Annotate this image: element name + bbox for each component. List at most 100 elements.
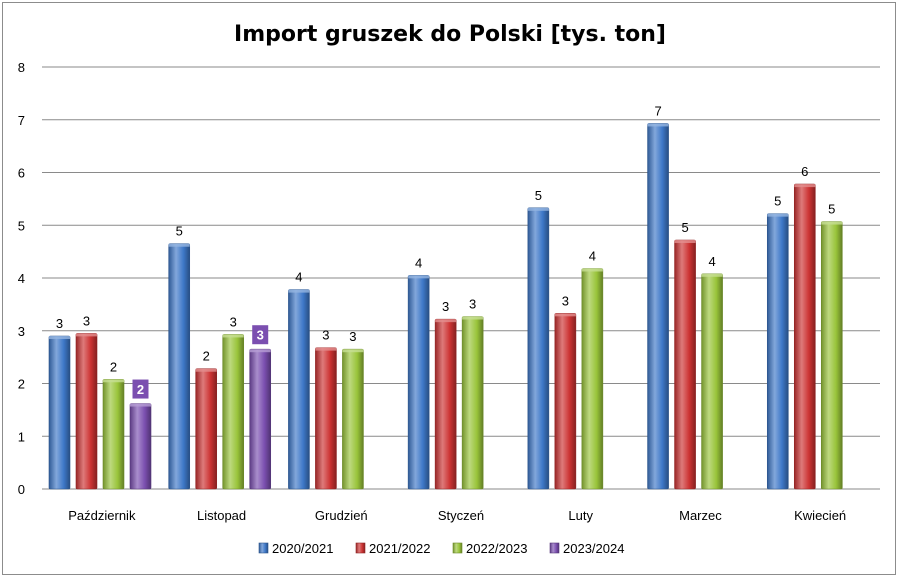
x-category-label: Luty [568,508,593,523]
bar-cap [168,243,190,247]
legend-swatch [258,542,269,554]
data-label: 6 [801,164,808,179]
bar [195,368,218,490]
bar [820,221,843,490]
bar [793,183,816,490]
bar [315,347,337,490]
bars [48,123,843,490]
legend-label: 2021/2022 [369,541,430,556]
data-label: 3 [469,297,476,312]
bar [75,333,98,490]
bar [701,273,723,490]
y-tick-label: 3 [18,324,25,339]
legend-label: 2022/2023 [466,541,527,556]
data-label: 2 [137,382,144,397]
y-tick-label: 7 [18,113,25,128]
bar-cap [527,207,549,211]
x-category-label: Grudzień [315,508,368,523]
bar-cap [315,347,337,351]
bar-cap [554,313,576,317]
bar-cap [408,275,430,279]
x-category-label: Marzec [679,508,722,523]
gridlines [42,66,880,490]
y-tick-label: 1 [18,429,25,444]
data-label: 2 [203,349,210,364]
data-label: 5 [828,202,835,217]
data-label: 4 [708,254,715,269]
y-tick-label: 2 [18,377,25,392]
bar-cap [794,184,816,188]
bar-cap [435,319,457,323]
y-tick-label: 0 [18,482,25,497]
data-label: 5 [176,224,183,239]
y-tick-label: 8 [18,60,25,75]
bar-cap [581,268,603,272]
data-label-box [132,379,149,399]
data-label: 3 [442,299,449,314]
data-label: 3 [83,313,90,328]
legend: 2020/2021 2021/2022 2022/2023 2023/2024 [258,541,624,556]
data-label: 7 [654,103,661,118]
y-axis-ticks: 0 1 2 3 4 5 6 7 8 [18,60,25,497]
y-tick-label: 6 [18,166,25,181]
bar-cap [103,379,124,383]
data-label: 3 [562,293,569,308]
bar [527,207,550,490]
data-label: 3 [257,328,264,343]
bar [102,378,125,490]
bar-cap [249,349,271,353]
bar [129,403,152,490]
x-category-label: Kwiecień [794,508,846,523]
bar-cap [222,334,244,338]
legend-swatch [549,542,560,554]
data-label: 3 [56,316,63,331]
bar [461,316,484,490]
data-label: 4 [415,255,422,270]
data-label: 5 [681,220,688,235]
x-category-label: Styczeń [438,508,484,523]
data-label: 4 [589,249,596,264]
bar-cap [647,123,669,127]
bar-cap [130,403,151,407]
bar [581,268,604,490]
bar-cap [288,289,310,293]
bar [222,334,245,490]
bar-cap [821,221,843,225]
legend-label: 2023/2024 [563,541,624,556]
bar-cap [342,349,364,353]
x-category-label: Październik [68,508,136,523]
bar [48,335,71,490]
bar [554,313,577,490]
bar [168,243,191,490]
data-labels: 3 3 2 2 5 2 3 3 4 3 3 4 3 3 5 3 4 7 5 4 5 6 5 [56,103,835,399]
legend-swatch [452,542,463,554]
legend-label: 2020/2021 [272,541,333,556]
bar-cap [462,316,484,320]
data-label: 3 [230,314,237,329]
bar [647,123,669,490]
bar [434,318,457,490]
y-tick-label: 4 [18,271,25,286]
x-axis-categories: Październik Listopad Grudzień Styczeń Luty Ma… [68,508,846,523]
data-label: 3 [349,329,356,344]
bar-cap [195,368,217,372]
bar [674,239,696,490]
bar-cap [76,333,97,337]
data-label: 3 [322,328,329,343]
bar [342,348,364,490]
bar-cap [674,240,696,244]
y-tick-label: 5 [18,218,25,233]
bar-cap [767,213,789,217]
data-label: 4 [295,270,302,285]
x-category-label: Listopad [197,508,246,523]
data-label-box [252,325,269,345]
bar-cap [49,336,70,340]
bar [249,348,272,490]
data-label: 2 [110,359,117,374]
legend-swatch [355,542,366,554]
data-label: 5 [774,194,781,209]
bar [766,213,789,490]
bar [407,275,430,490]
bar [288,289,310,490]
